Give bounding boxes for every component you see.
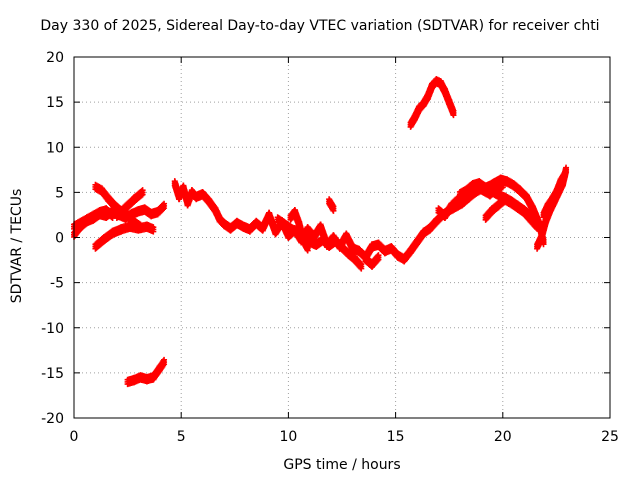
series-trace-11 — [326, 196, 337, 214]
y-tick-label: 10 — [46, 140, 64, 156]
series-trace-6 — [124, 356, 168, 388]
y-tick-label: 20 — [46, 50, 64, 66]
y-tick-label: -20 — [41, 411, 64, 427]
y-tick-label: -10 — [41, 321, 64, 337]
x-tick-label: 10 — [279, 429, 297, 445]
series-trace-4 — [92, 221, 157, 252]
x-tick-label: 20 — [494, 429, 512, 445]
series-trace-2 — [71, 205, 116, 232]
series-trace-19 — [540, 169, 568, 221]
series-trace-7 — [171, 178, 219, 216]
x-tick-label: 15 — [387, 429, 405, 445]
y-tick-label: 0 — [55, 231, 64, 247]
y-tick-label: -5 — [50, 276, 64, 292]
series-trace-12 — [362, 252, 382, 270]
x-tick-label: 5 — [177, 429, 186, 445]
data-point — [161, 205, 168, 212]
x-tick-label: 0 — [70, 429, 79, 445]
x-axis-label: GPS time / hours — [283, 457, 401, 473]
series-trace-13 — [407, 76, 457, 130]
series-trace-8 — [212, 205, 433, 265]
y-axis-label: SDTVAR / TECUs — [9, 188, 25, 304]
data-point — [159, 206, 166, 213]
y-tick-label: 5 — [55, 185, 64, 201]
y-tick-label: -15 — [41, 366, 64, 382]
chart-title: Day 330 of 2025, Sidereal Day-to-day VTE… — [40, 18, 600, 34]
x-tick-label: 25 — [601, 429, 619, 445]
y-tick-label: 15 — [46, 95, 64, 111]
